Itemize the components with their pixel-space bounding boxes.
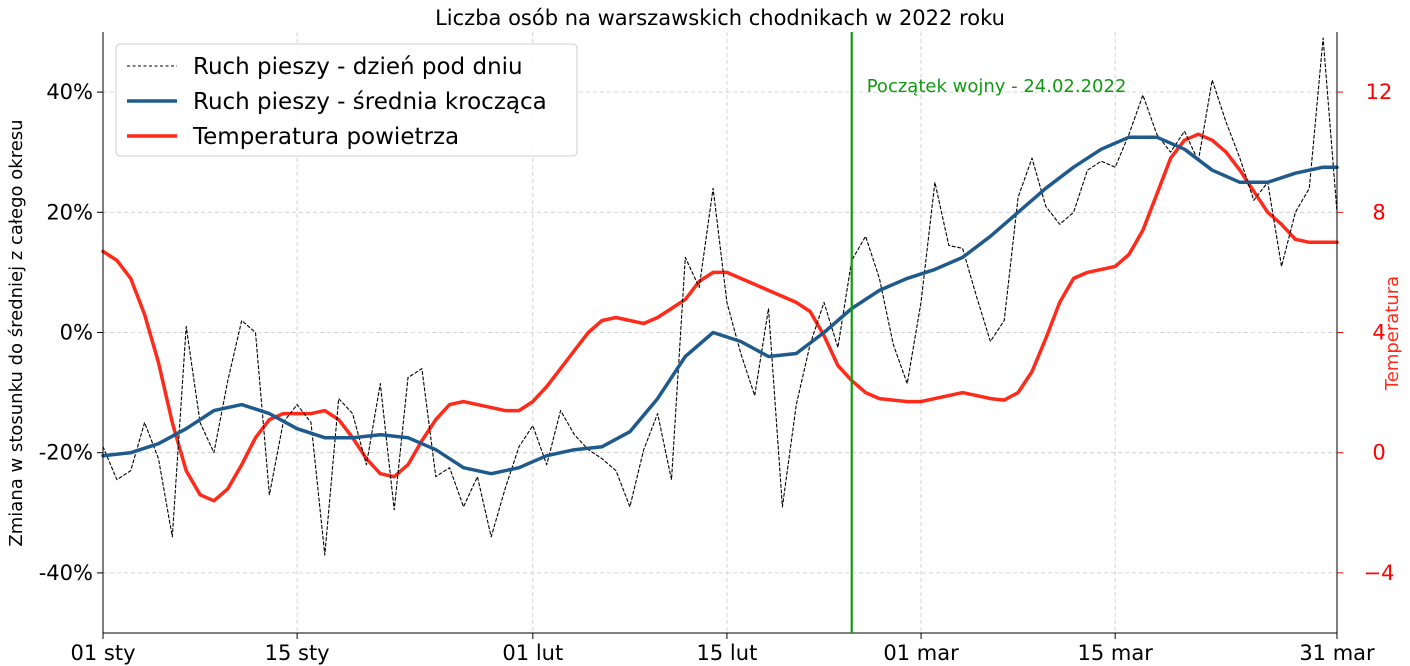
annotation-label: Początek wojny - 24.02.2022 <box>867 76 1127 97</box>
x-tick-label: 15 lut <box>697 641 758 665</box>
y-right-tick-label: 12 <box>1366 80 1393 104</box>
series-layer <box>101 37 1339 556</box>
right-axis-ticks: −4 0 4 8 12 <box>1337 80 1394 585</box>
series-line-1 <box>101 135 1339 476</box>
y-axis-label-right: Temperatura <box>1382 276 1403 391</box>
series-line-0 <box>102 37 1338 556</box>
x-tick-label: 15 sty <box>265 641 330 665</box>
y-right-tick-label: 8 <box>1372 200 1385 224</box>
x-tick-label: 31 mar <box>1299 641 1375 665</box>
y-tick-label: 20% <box>46 200 93 224</box>
legend-label-2: Temperatura powietrza <box>192 124 459 150</box>
x-tick-label: 01 sty <box>71 641 136 665</box>
chart-title: Liczba osób na warszawskich chodnikach w… <box>435 6 1005 30</box>
y-tick-label: 40% <box>46 80 93 104</box>
x-tick-label: 01 mar <box>883 641 959 665</box>
legend: Ruch pieszy - dzień pod dniu Ruch pieszy … <box>115 43 578 157</box>
y-tick-label: -20% <box>39 441 93 465</box>
legend-label-0: Ruch pieszy - dzień pod dniu <box>193 54 523 80</box>
y-right-tick-label: −4 <box>1364 561 1395 585</box>
y-right-tick-label: 0 <box>1372 441 1385 465</box>
x-tick-label: 15 mar <box>1077 641 1153 665</box>
legend-label-1: Ruch pieszy - średnia krocząca <box>193 89 547 115</box>
x-axis-ticks: 01 sty 15 sty 01 lut 15 lut 01 mar 15 mar 31 m… <box>71 633 1375 665</box>
annotation: Początek wojny - 24.02.2022 <box>850 32 1127 633</box>
left-axis-ticks: -40% -20% 0% 20% 40% <box>39 80 103 585</box>
legend-box <box>115 43 578 157</box>
x-tick-label: 01 lut <box>502 641 563 665</box>
grid <box>102 32 1338 633</box>
y-axis-label: Zmiana w stosunku do średniej z całego o… <box>6 119 27 546</box>
y-tick-label: 0% <box>60 321 93 345</box>
y-tick-label: -40% <box>39 561 93 585</box>
y-right-tick-label: 4 <box>1372 321 1385 345</box>
series-line-2 <box>101 132 1339 503</box>
